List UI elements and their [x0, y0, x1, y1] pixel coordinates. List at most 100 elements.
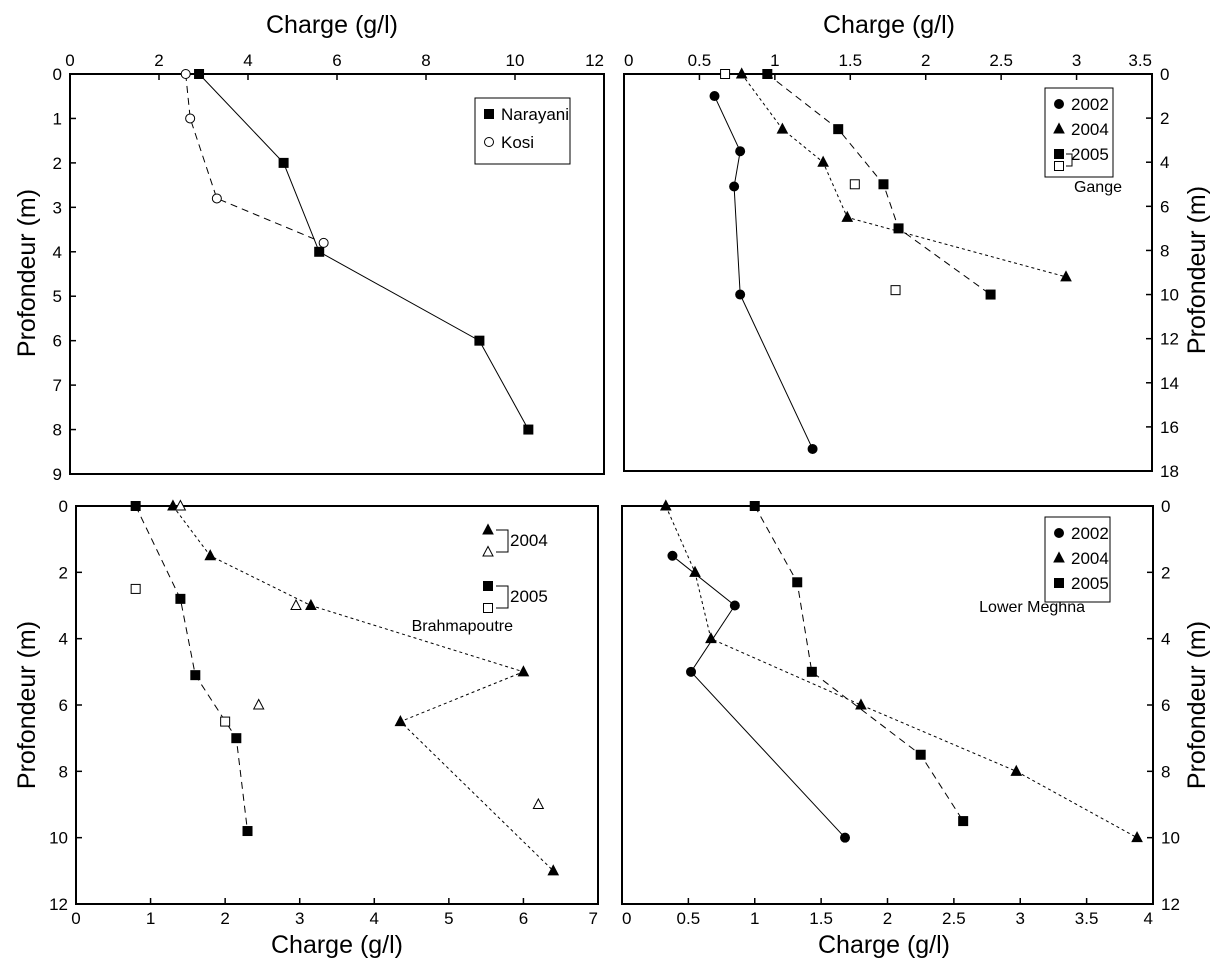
legend: 2002 2004 2005 — [1044, 516, 1111, 603]
data-point — [667, 550, 678, 561]
series-line — [741, 73, 1067, 278]
top-x-axis-title-right: Charge (g/l) — [823, 11, 955, 39]
legend-marker — [1054, 578, 1064, 588]
x-tick-label: 0 — [624, 51, 633, 70]
data-point — [878, 179, 889, 190]
y-tick-label: 5 — [53, 287, 62, 306]
legend-marker — [484, 137, 494, 147]
x-tick-label: 5 — [444, 909, 453, 928]
x-tick-label: 4 — [243, 51, 252, 70]
y-tick-label: 0 — [53, 65, 62, 84]
series-2005 — [749, 501, 969, 827]
y-tick-label: 8 — [1160, 241, 1169, 260]
y-tick-label: 8 — [1161, 762, 1170, 781]
data-point — [893, 223, 904, 234]
x-tick-label: 7 — [589, 909, 598, 928]
data-point — [180, 69, 191, 79]
data-point — [242, 826, 253, 837]
data-point — [1010, 764, 1023, 776]
data-point — [855, 698, 867, 710]
panel-annotation: Lower Meghna — [979, 599, 1085, 616]
x-tick-label: 4 — [370, 909, 379, 928]
x-tick-label: 1 — [770, 51, 779, 70]
data-point — [762, 69, 773, 79]
right-y-axis-title-bottom: Profondeur (m) — [1183, 621, 1211, 789]
y-tick-label: 2 — [53, 154, 62, 173]
left-y-axis-title-top: Profondeur (m) — [13, 189, 41, 357]
x-tick-label: 3 — [1016, 909, 1025, 928]
x-tick-label: 0 — [71, 909, 80, 928]
y-tick-label: 1 — [53, 109, 62, 128]
data-point — [840, 832, 851, 843]
legend-bracket — [496, 529, 509, 553]
series-2004 — [735, 67, 1072, 282]
legend-label: 2005 — [510, 587, 548, 606]
x-tick-label: 0 — [65, 51, 74, 70]
x-tick-label: 3 — [1072, 51, 1081, 70]
data-point — [211, 193, 222, 204]
y-tick-label: 18 — [1160, 462, 1179, 481]
legend-bracket — [496, 585, 509, 609]
data-point — [807, 443, 818, 454]
series-extra-1 — [174, 499, 545, 809]
legend-label: Kosi — [501, 133, 534, 152]
legend-marker — [483, 603, 493, 613]
y-tick-label: 4 — [59, 630, 68, 649]
y-tick-label: 2 — [59, 563, 68, 582]
data-point — [1060, 270, 1072, 282]
y-tick-label: 16 — [1160, 418, 1179, 437]
y-tick-label: 12 — [1161, 895, 1180, 914]
series-2004 — [659, 499, 1143, 843]
series-Kosi — [180, 69, 329, 248]
x-tick-label: 3 — [295, 909, 304, 928]
series-line — [754, 505, 964, 822]
data-point — [130, 501, 141, 511]
x-tick-label: 6 — [332, 51, 341, 70]
data-point — [290, 598, 302, 610]
legend-label: 2005 — [1071, 574, 1109, 593]
legend-marker — [483, 581, 493, 591]
data-point — [985, 289, 996, 300]
y-tick-label: 3 — [53, 198, 62, 217]
x-tick-label: 3.5 — [1128, 51, 1152, 70]
legend-label: 2005 — [1071, 145, 1109, 164]
legend-marker — [482, 523, 494, 535]
data-point — [849, 179, 860, 190]
series-line — [172, 505, 554, 872]
x-tick-label: 3.5 — [1075, 909, 1099, 928]
series-line — [185, 73, 324, 244]
data-point — [474, 335, 485, 346]
data-point — [231, 733, 242, 744]
legend-label: 2002 — [1071, 524, 1109, 543]
x-tick-label: 0.5 — [688, 51, 712, 70]
x-tick-label: 12 — [585, 51, 604, 70]
legend: Narayani Kosi — [474, 97, 571, 165]
series-extra-3 — [130, 583, 231, 727]
data-point — [705, 632, 717, 644]
data-point — [130, 583, 141, 594]
legend-bracket — [1066, 153, 1073, 167]
y-tick-label: 8 — [59, 762, 68, 781]
x-tick-label: 2 — [220, 909, 229, 928]
data-point — [278, 157, 289, 168]
data-point — [547, 864, 560, 876]
legend-marker — [484, 109, 494, 119]
legend-marker — [1054, 528, 1064, 538]
x-tick-label: 8 — [421, 51, 430, 70]
x-tick-label: 2 — [883, 909, 892, 928]
data-point — [735, 289, 746, 300]
data-point — [659, 499, 672, 511]
data-point — [517, 665, 530, 677]
y-tick-label: 0 — [1161, 497, 1170, 516]
data-point — [1131, 831, 1143, 843]
series-line — [665, 505, 1138, 839]
legend-label: 2002 — [1071, 95, 1109, 114]
y-tick-label: 4 — [1161, 630, 1170, 649]
plot-frame — [75, 505, 599, 905]
data-point — [776, 122, 789, 134]
y-tick-label: 6 — [1161, 696, 1170, 715]
legend-marker — [1054, 161, 1064, 171]
legend-marker — [482, 545, 494, 557]
